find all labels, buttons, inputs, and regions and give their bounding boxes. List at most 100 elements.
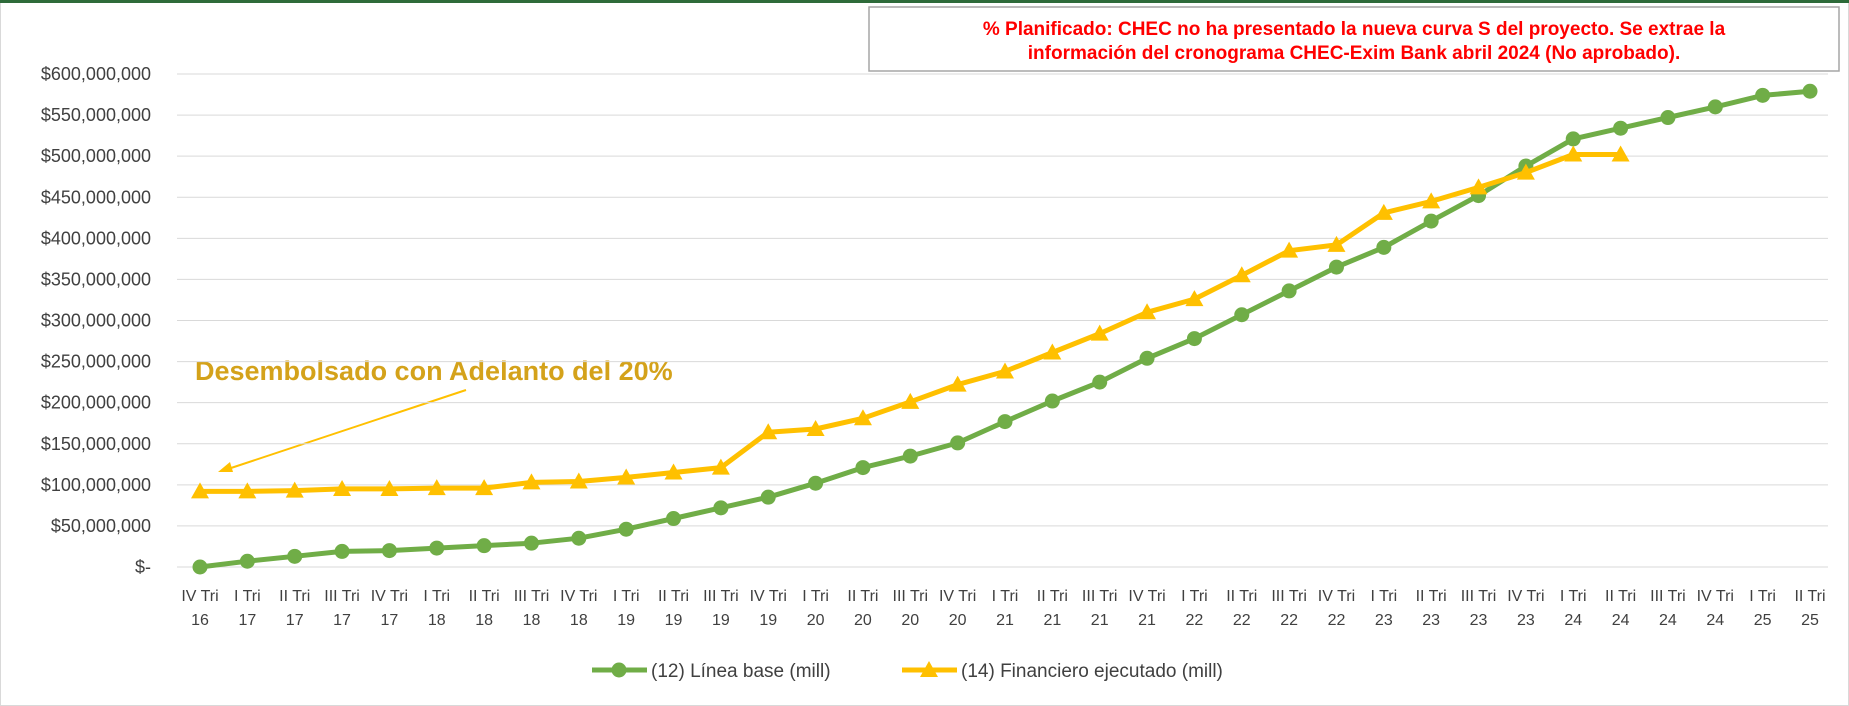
y-tick-label: $500,000,000 [41,146,151,166]
x-tick-label: II Tri 18 [469,588,500,629]
x-tick-label: III Tri 19 [703,588,739,629]
series-marker [475,479,494,496]
x-tick-label: I Tri 19 [613,588,640,629]
x-tick-label: I Tri 22 [1181,588,1208,629]
x-tick-label: IV Tri 23 [1507,588,1544,629]
y-tick-label: $400,000,000 [41,228,151,248]
annotation-arrowhead [218,462,233,472]
note-text: % Planificado: CHEC no ha presentado la … [983,19,1726,64]
series-marker [808,475,824,491]
y-tick-label: $300,000,000 [41,311,151,331]
series-marker [381,543,397,559]
series-marker [1139,350,1155,366]
series-marker [853,409,872,426]
series-marker [1374,203,1393,220]
top-border [0,0,1849,3]
series-marker [855,460,871,476]
y-tick-label: $350,000,000 [41,269,151,289]
series-marker [1044,393,1060,409]
x-tick-label: IV Tri 21 [1128,588,1165,629]
x-tick-label: IV Tri 20 [939,588,976,629]
y-tick-label: $150,000,000 [41,434,151,454]
series-marker [1613,120,1629,136]
y-tick-label: $100,000,000 [41,475,151,495]
series-marker [948,375,967,392]
x-tick-label: III Tri 17 [324,588,360,629]
x-tick-label: II Tri 24 [1605,588,1636,629]
series-marker [664,463,683,480]
legend-marker [611,662,627,678]
series-marker [997,414,1013,430]
series-marker [1516,163,1535,180]
series-marker [1376,239,1392,255]
x-tick-label: I Tri 17 [234,588,261,629]
y-tick-label: $250,000,000 [41,352,151,372]
series-marker [571,530,587,546]
series-marker [666,511,682,527]
series-marker [902,448,918,464]
series-marker [1092,374,1108,390]
series-marker [1755,87,1771,103]
y-tick-label: $200,000,000 [41,393,151,413]
x-tick-label: II Tri 25 [1794,588,1825,629]
y-tick-label: $50,000,000 [51,516,151,536]
x-tick-label: IV Tri 22 [1318,588,1355,629]
series-marker [333,479,352,496]
x-tick-label: IV Tri 19 [750,588,787,629]
series-marker [1090,324,1109,341]
series-marker [523,535,539,551]
x-tick-label: IV Tri 24 [1697,588,1734,629]
series-marker [1328,259,1344,275]
series-marker [1611,145,1630,162]
series-marker [1185,290,1204,307]
series-marker [1660,110,1676,126]
x-tick-label: III Tri 21 [1082,588,1118,629]
series-marker [287,548,303,564]
series-marker [1564,145,1583,162]
series-marker [238,482,257,499]
legend-marker [920,661,938,677]
series-marker [617,468,636,485]
annotation: Desembolsado con Adelanto del 20% [195,356,673,386]
x-tick-label: III Tri 23 [1461,588,1497,629]
series-marker [1565,131,1581,147]
x-tick-label: II Tri 23 [1416,588,1447,629]
x-tick-label: II Tri 20 [847,588,878,629]
series-marker [1043,343,1062,360]
series-marker [1327,235,1346,252]
series-marker [334,543,350,559]
series-marker [380,479,399,496]
legend-label: (12) Línea base (mill) [651,661,831,682]
series-marker [569,472,588,489]
series-marker [950,435,966,451]
series-marker [713,500,729,516]
series-marker [711,458,730,475]
y-tick-label: $- [135,557,151,577]
series-marker [476,538,492,554]
series-marker [1234,307,1250,323]
series-marker [1422,192,1441,209]
series-marker [1232,266,1251,283]
series-marker [1281,283,1297,299]
x-tick-label: I Tri 24 [1560,588,1587,629]
x-tick-label: I Tri 25 [1749,588,1776,629]
series-marker [901,392,920,409]
x-tick-label: I Tri 21 [992,588,1019,629]
series-marker [996,362,1014,379]
x-tick-label: I Tri 18 [423,588,450,629]
x-tick-label: III Tri 24 [1650,588,1686,629]
x-tick-label: II Tri 21 [1037,588,1068,629]
x-tick-label: III Tri 20 [893,588,929,629]
series-marker [239,553,255,569]
series-marker [759,423,778,440]
x-tick-label: II Tri 17 [279,588,310,629]
series-marker [1802,83,1818,99]
series-marker [618,521,634,537]
x-tick-label: II Tri 22 [1226,588,1257,629]
series-marker [1280,241,1299,258]
y-tick-label: $450,000,000 [41,187,151,207]
series-marker [1138,303,1157,320]
series-marker [192,559,208,575]
series-marker [522,473,541,490]
